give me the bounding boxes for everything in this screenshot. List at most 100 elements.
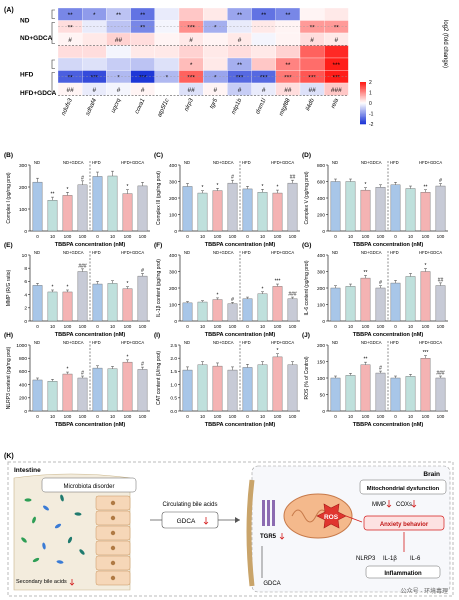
significance-mark: #: [81, 175, 84, 181]
significance-mark: **: [68, 12, 74, 19]
bar: [435, 377, 446, 412]
heatmap-cell: [154, 82, 180, 96]
legend-entry: ND: [332, 160, 338, 165]
x-tick-label: 0: [246, 324, 249, 329]
legend-entry: ND+GDCA: [63, 340, 84, 345]
x-tick-label: 100: [64, 414, 72, 419]
heatmap-cell: [299, 7, 325, 21]
significance-mark: *: [93, 12, 96, 19]
legend-entry: ND: [184, 160, 190, 165]
significance-mark: #: [238, 87, 242, 94]
microbiota-box: [41, 477, 137, 493]
x-tick-label: 100: [437, 414, 445, 419]
bar-panel-g: (G)ND ND+GDCA HFD HFD+GDCA0100200300400IL-6…: [302, 242, 448, 338]
heatmap-cell: [82, 57, 107, 71]
significance-mark: ***: [308, 74, 316, 81]
heatmap-cell: [324, 7, 349, 21]
bar: [107, 283, 118, 322]
y-tick-label: 100: [317, 302, 325, 308]
bar: [257, 192, 268, 232]
x-axis-label: TBBPA concentration (nM): [353, 242, 424, 248]
colorbar-step: [360, 101, 366, 104]
bar: [182, 369, 193, 412]
legend-entry: HFD: [390, 250, 399, 255]
x-axis-label: TBBPA concentration (nM): [205, 332, 276, 338]
significance-mark: *: [117, 74, 120, 81]
x-tick-label: 10: [50, 414, 56, 419]
significance-mark: ###: [288, 292, 297, 298]
significance-mark: **: [140, 24, 146, 31]
bar: [272, 192, 283, 232]
heatmap-cell: [275, 45, 301, 59]
heatmap-cell: [227, 45, 252, 59]
significance-mark: *: [262, 286, 264, 292]
y-tick-label: 150: [317, 359, 325, 365]
intestinal-epithelium: [95, 495, 131, 586]
significance-mark: *: [217, 292, 219, 298]
significance-mark: #: [379, 280, 382, 286]
down-arrow-icon: [411, 500, 417, 508]
heatmap-row-label: HFD: [20, 71, 34, 78]
significance-mark: #: [189, 37, 193, 44]
x-tick-label: 0: [186, 234, 189, 239]
x-tick-label: 0: [246, 414, 249, 419]
significance-mark: #: [213, 87, 217, 94]
bar: [435, 285, 446, 322]
heatmap-cell: [154, 45, 180, 59]
colorbar-step: [360, 104, 366, 107]
bar: [435, 185, 446, 232]
heatmap-cell: [57, 57, 83, 71]
bar: [360, 189, 371, 232]
significance-mark: *: [166, 74, 169, 81]
heatmap-cell: [82, 45, 107, 59]
bar-panel-b: (B)ND ND+GDCA HFD HFD+GDCA0100200300Complex…: [4, 152, 150, 248]
x-tick-label: 0: [334, 324, 337, 329]
heatmap-cell: [82, 32, 107, 46]
bar: [137, 185, 148, 232]
cell-nucleus: [110, 545, 116, 551]
x-tick-label: 0: [186, 324, 189, 329]
panel-label: (B): [4, 152, 13, 159]
bar: [390, 282, 401, 322]
colorbar-step: [360, 83, 366, 86]
heatmap-cell: [154, 7, 180, 21]
x-tick-label: 10: [408, 324, 414, 329]
y-tick-label: 0: [24, 409, 27, 415]
heatmap-cell: [57, 45, 83, 59]
panel-label: (F): [154, 242, 162, 249]
significance-mark: ***: [139, 74, 147, 81]
colorbar-step: [360, 111, 366, 114]
significance-mark: #: [68, 37, 72, 44]
heatmap-cell: [203, 57, 228, 71]
bar: [182, 302, 193, 322]
x-axis-label: TBBPA concentration (nM): [205, 242, 276, 248]
colorbar-tick: 0: [369, 101, 372, 107]
significance-mark: *: [127, 281, 129, 287]
significance-mark: **: [261, 12, 267, 19]
x-tick-label: 100: [124, 234, 132, 239]
x-tick-label: 100: [229, 324, 237, 329]
bar: [345, 181, 356, 232]
mito-dysfunction-text: Mitochondrial dysfunction: [367, 486, 440, 492]
bar: [212, 190, 223, 232]
y-tick-label: 200: [317, 286, 325, 292]
significance-mark: #: [81, 371, 84, 377]
heatmap-cell: [106, 45, 131, 59]
legend-entry: HFD+GDCA: [271, 250, 294, 255]
heatmap-gene-label: uqcrq: [111, 97, 123, 114]
colorbar-step: [360, 87, 366, 90]
secondary-bile-acids-text: Secondary bile acids: [16, 579, 67, 585]
y-axis-label: MMP (R/G ratio): [6, 270, 12, 307]
bacterium: [32, 516, 36, 524]
significance-mark: ***: [187, 74, 195, 81]
x-axis-label: TBBPA concentration (nM): [55, 422, 126, 428]
bacterium: [67, 536, 73, 544]
bar: [257, 293, 268, 322]
bar-panel-i: (I) ND ND+GDCA HFD HFD+GDCA 0.0 0.5 1.0 1.5 2.0 2.…: [154, 332, 300, 428]
x-tick-label: 0: [334, 234, 337, 239]
colorbar-step: [360, 98, 366, 101]
y-tick-label: 100: [169, 212, 177, 218]
colorbar-step: [360, 108, 366, 111]
colorbar-step: [360, 100, 366, 102]
